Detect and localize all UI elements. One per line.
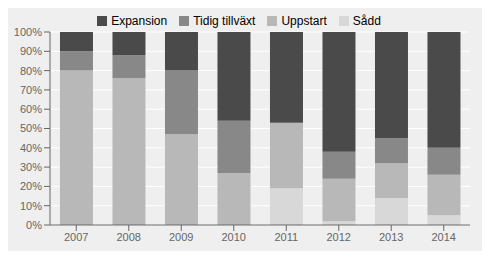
svg-text:0%: 0% <box>26 219 42 231</box>
svg-text:2014: 2014 <box>432 231 456 243</box>
html-text:Tidig tillväxt: Tidig tillväxt <box>193 14 256 28</box>
svg-text:2011: 2011 <box>274 231 298 243</box>
svg-text:20%: 20% <box>20 180 42 192</box>
svg-text:2008: 2008 <box>117 231 141 243</box>
svg-text:50%: 50% <box>20 122 42 134</box>
svg-text:2012: 2012 <box>327 231 351 243</box>
html-text:Sådd: Sådd <box>352 14 381 28</box>
svg-text:2007: 2007 <box>64 231 88 243</box>
svg-text:2010: 2010 <box>222 231 246 243</box>
html-text:Expansion: Expansion <box>111 14 168 28</box>
html-text:Uppstart: Uppstart <box>281 14 327 28</box>
svg-text:100%: 100% <box>14 26 42 38</box>
svg-text:90%: 90% <box>20 45 42 57</box>
svg-text:2013: 2013 <box>379 231 403 243</box>
svg-text:2009: 2009 <box>169 231 193 243</box>
svg-text:30%: 30% <box>20 161 42 173</box>
svg-text:60%: 60% <box>20 103 42 115</box>
svg-text:80%: 80% <box>20 65 42 77</box>
svg-text:10%: 10% <box>20 200 42 212</box>
svg-text:70%: 70% <box>20 84 42 96</box>
svg-text:40%: 40% <box>20 142 42 154</box>
